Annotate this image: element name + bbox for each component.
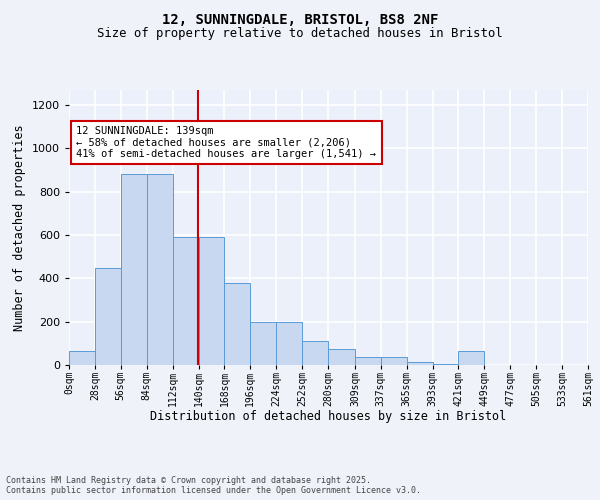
Bar <box>433 364 458 365</box>
Bar <box>173 237 199 365</box>
Bar <box>147 174 173 365</box>
Bar <box>224 282 250 365</box>
Bar <box>407 362 433 365</box>
Text: Size of property relative to detached houses in Bristol: Size of property relative to detached ho… <box>97 28 503 40</box>
Y-axis label: Number of detached properties: Number of detached properties <box>13 124 26 331</box>
Bar <box>95 268 121 365</box>
Bar <box>302 341 328 365</box>
Bar <box>250 322 276 365</box>
X-axis label: Distribution of detached houses by size in Bristol: Distribution of detached houses by size … <box>151 410 506 423</box>
Text: 12, SUNNINGDALE, BRISTOL, BS8 2NF: 12, SUNNINGDALE, BRISTOL, BS8 2NF <box>162 12 438 26</box>
Text: 12 SUNNINGDALE: 139sqm
← 58% of detached houses are smaller (2,206)
41% of semi-: 12 SUNNINGDALE: 139sqm ← 58% of detached… <box>76 126 376 159</box>
Bar <box>381 358 407 365</box>
Bar <box>121 174 147 365</box>
Text: Contains HM Land Registry data © Crown copyright and database right 2025.
Contai: Contains HM Land Registry data © Crown c… <box>6 476 421 495</box>
Bar <box>458 351 484 365</box>
Bar <box>355 358 381 365</box>
Bar <box>69 351 95 365</box>
Bar <box>276 322 302 365</box>
Bar <box>199 237 224 365</box>
Bar <box>328 349 355 365</box>
